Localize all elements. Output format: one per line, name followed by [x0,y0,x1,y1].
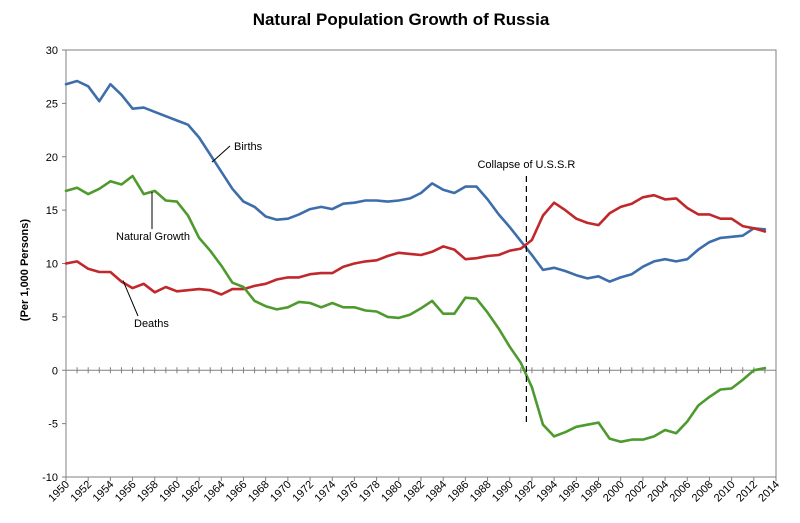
x-tick-label: 1990 [490,479,516,505]
x-tick-label: 1970 [268,479,294,505]
x-tick-label: 2008 [690,479,716,505]
y-tick-label: 20 [46,152,58,164]
x-tick-label: 1998 [579,479,605,505]
x-tick-label: 2002 [623,479,649,505]
x-tick-label: 1972 [290,479,316,505]
natural-growth-label: Natural Growth [116,231,190,243]
y-tick-label: 5 [52,312,58,324]
x-tick-label: 1992 [512,479,538,505]
deaths-label: Deaths [134,318,169,330]
births-leader-line [211,145,231,163]
births-label: Births [234,141,263,153]
x-tick-label: 1984 [424,479,450,505]
series-lines [64,79,767,444]
plot-frame [65,49,777,478]
x-tick-label: 1980 [379,479,405,505]
y-tick-label: -10 [42,472,58,484]
plot-border [65,49,777,478]
x-tick-label: 2006 [668,479,694,505]
y-tick-label: 15 [46,205,58,217]
x-tick-label: 2012 [734,479,760,505]
axis-ticks: -10-505101520253019501952195419561958196… [42,45,782,504]
y-tick-label: 30 [46,45,58,57]
x-tick-label: 1962 [179,479,205,505]
x-tick-label: 1988 [468,479,494,505]
series-line-deaths [64,193,767,296]
y-tick-label: -5 [48,419,58,431]
x-tick-label: 1976 [335,479,361,505]
deaths-leader-line [122,280,139,317]
collapse-label: Collapse of U.S.S.R [477,159,575,171]
x-tick-label: 1978 [357,479,383,505]
annotations: Births Natural Growth Deaths Collapse of U.… [116,141,575,424]
series-line-births [64,79,767,283]
x-tick-label: 1964 [202,479,228,505]
y-tick-label: 25 [46,98,58,110]
x-tick-label: 1960 [157,479,183,505]
chart-title: Natural Population Growth of Russia [253,10,550,29]
y-tick-label: 0 [52,365,58,377]
x-tick-label: 2010 [712,479,738,505]
x-tick-label: 1986 [446,479,472,505]
x-tick-label: 1996 [557,479,583,505]
series-line-natural-growth [64,174,767,444]
y-axis-label: (Per 1,000 Persons) [19,219,31,321]
x-tick-label: 1952 [69,479,95,505]
x-tick-label: 1982 [401,479,427,505]
x-tick-label: 2000 [601,479,627,505]
x-tick-label: 2014 [756,479,782,505]
x-tick-label: 1954 [91,479,117,505]
x-tick-label: 1974 [313,479,339,505]
x-tick-label: 1968 [246,479,272,505]
x-tick-label: 2004 [645,479,671,505]
y-tick-label: 10 [46,259,58,271]
x-tick-label: 1994 [534,479,560,505]
x-tick-label: 1966 [224,479,250,505]
x-tick-label: 1956 [113,479,139,505]
x-tick-label: 1958 [135,479,161,505]
